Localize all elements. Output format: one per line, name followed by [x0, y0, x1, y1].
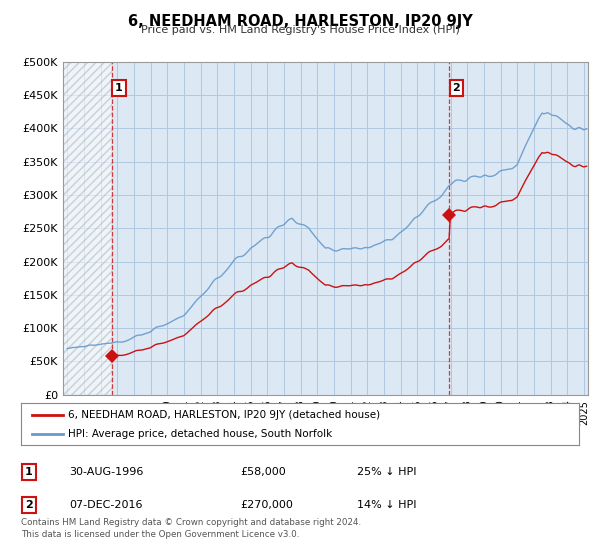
Text: 30-AUG-1996: 30-AUG-1996 [69, 467, 143, 477]
Text: 6, NEEDHAM ROAD, HARLESTON, IP20 9JY (detached house): 6, NEEDHAM ROAD, HARLESTON, IP20 9JY (de… [68, 409, 380, 419]
Text: HPI: Average price, detached house, South Norfolk: HPI: Average price, detached house, Sout… [68, 429, 332, 439]
Text: 25% ↓ HPI: 25% ↓ HPI [357, 467, 416, 477]
Text: Contains HM Land Registry data © Crown copyright and database right 2024.
This d: Contains HM Land Registry data © Crown c… [21, 518, 361, 539]
Text: 1: 1 [25, 467, 32, 477]
Text: 14% ↓ HPI: 14% ↓ HPI [357, 500, 416, 510]
Text: 1: 1 [115, 83, 123, 94]
Text: Price paid vs. HM Land Registry's House Price Index (HPI): Price paid vs. HM Land Registry's House … [140, 25, 460, 35]
Text: 2: 2 [452, 83, 460, 94]
Text: 6, NEEDHAM ROAD, HARLESTON, IP20 9JY: 6, NEEDHAM ROAD, HARLESTON, IP20 9JY [128, 14, 472, 29]
Text: £58,000: £58,000 [240, 467, 286, 477]
Text: £270,000: £270,000 [240, 500, 293, 510]
Text: 07-DEC-2016: 07-DEC-2016 [69, 500, 143, 510]
Bar [63, 62, 112, 395]
Text: 2: 2 [25, 500, 32, 510]
